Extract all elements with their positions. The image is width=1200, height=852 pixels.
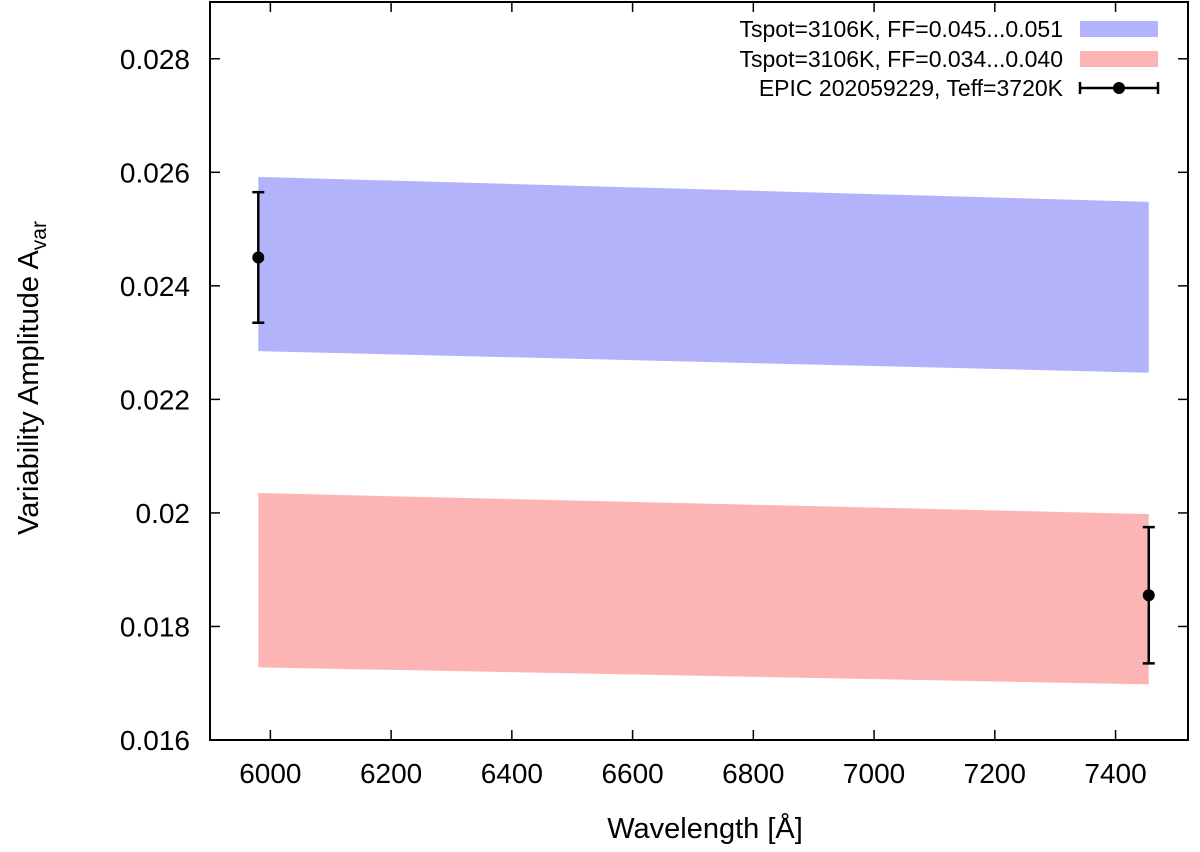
- ticks-layer: 6000 6200 6400 6600 6800 7000 7200 7400 0.016 0.0…: [120, 2, 1188, 789]
- x-tick-label: 6800: [722, 758, 784, 789]
- x-tick-label: 6000: [239, 758, 301, 789]
- x-tick-label: 6600: [601, 758, 663, 789]
- y-axis-label: Variability Amplitude Avar: [13, 221, 51, 535]
- legend-label-band-1: Tspot=3106K, FF=0.045...0.051: [739, 16, 1063, 42]
- x-tick-label: 7000: [843, 758, 905, 789]
- y-tick-label: 0.018: [120, 611, 190, 642]
- y-tick-label: 0.02: [136, 498, 191, 529]
- legend-swatch-band-1: [1080, 21, 1158, 37]
- x-tick-label: 6200: [360, 758, 422, 789]
- y-axis-label-subscript: var: [28, 221, 51, 250]
- data-point-2: [1142, 525, 1155, 665]
- y-tick-label: 0.016: [120, 725, 190, 756]
- bands-layer: [258, 176, 1149, 685]
- band-1: [258, 176, 1149, 373]
- legend: Tspot=3106K, FF=0.045...0.051 Tspot=3106K…: [739, 16, 1160, 101]
- plot-frame: [209, 1, 1189, 741]
- legend-label-band-2: Tspot=3106K, FF=0.034...0.040: [739, 46, 1063, 72]
- y-axis-label-main: Variability Amplitude A: [13, 250, 45, 535]
- y-tick-label: 0.026: [120, 157, 190, 188]
- legend-label-points: EPIC 202059229, Teff=3720K: [759, 75, 1064, 101]
- point-marker: [1142, 589, 1155, 602]
- x-tick-label: 7400: [1084, 758, 1146, 789]
- legend-points-marker: [1113, 82, 1125, 94]
- point-marker: [252, 251, 265, 264]
- legend-swatch-band-2: [1080, 51, 1158, 67]
- data-point-1: [252, 190, 265, 324]
- x-tick-label: 6400: [481, 758, 543, 789]
- y-tick-label: 0.028: [120, 44, 190, 75]
- points-layer: [252, 190, 1155, 665]
- y-tick-label: 0.022: [120, 384, 190, 415]
- x-axis-label: Wavelength [Å]: [607, 812, 803, 845]
- band-2: [258, 493, 1149, 685]
- y-tick-label: 0.024: [120, 271, 190, 302]
- x-tick-label: 7200: [964, 758, 1026, 789]
